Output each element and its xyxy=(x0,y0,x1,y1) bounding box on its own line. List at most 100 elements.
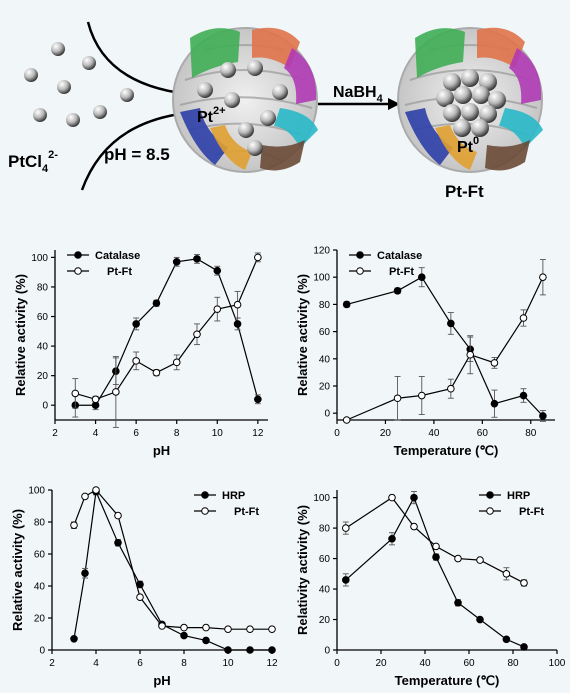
data-point-hrp xyxy=(268,646,276,654)
data-point-hrp xyxy=(502,635,511,644)
series-line-hrp xyxy=(345,496,525,648)
data-point-pt-ft xyxy=(466,350,475,359)
data-point-pt-ft xyxy=(70,521,78,530)
data-point-hrp xyxy=(520,643,528,651)
y-tick-label: 60 xyxy=(34,550,46,561)
data-point-catalase xyxy=(393,287,402,295)
data-point-pt-ft xyxy=(520,579,528,587)
data-point-pt-ft xyxy=(152,368,161,377)
y-tick-label: 0 xyxy=(42,401,48,412)
data-point-hrp xyxy=(202,636,210,645)
x-tick-label: 4 xyxy=(93,428,99,439)
data-point-hrp xyxy=(81,569,89,577)
y-tick-label: 80 xyxy=(34,518,46,529)
data-point-pt-ft xyxy=(342,524,350,532)
ph-condition-label: pH = 8.5 xyxy=(104,145,170,164)
data-point-pt-ft xyxy=(71,389,80,398)
product-label: Pt-Ft xyxy=(445,182,484,201)
data-point-catalase xyxy=(193,255,201,263)
x-tick-label: 80 xyxy=(507,658,519,669)
data-point-pt-ft xyxy=(432,542,440,551)
x-tick-label: 6 xyxy=(133,428,139,439)
x-tick-label: 0 xyxy=(334,428,340,439)
data-point-pt-ft xyxy=(447,384,455,393)
data-point-pt-ft xyxy=(224,625,232,633)
data-point-pt-ft xyxy=(254,253,262,262)
data-point-catalase xyxy=(490,399,499,408)
legend-marker xyxy=(486,491,494,499)
data-point-catalase xyxy=(417,273,426,282)
series-line-catalase xyxy=(75,258,259,406)
data-point-hrp xyxy=(342,576,350,584)
data-point-pt-ft xyxy=(246,625,254,633)
y-tick-label: 40 xyxy=(319,585,331,596)
data-point-pt-ft xyxy=(92,486,100,494)
series-pt-ft xyxy=(342,259,547,424)
data-point-hrp xyxy=(70,635,78,643)
pt-ion-label: Pt2+ xyxy=(197,105,226,126)
legend-label-catalase: Catalase xyxy=(377,250,422,262)
data-point-catalase xyxy=(213,266,222,275)
arrow-head xyxy=(388,98,400,110)
legend-label-hrp: HRP xyxy=(507,490,530,502)
x-tick-label: 2 xyxy=(52,428,58,439)
legend-label-pt-ft: Pt-Ft xyxy=(107,266,132,278)
data-point-catalase xyxy=(172,258,181,266)
data-point-pt-ft xyxy=(476,556,484,564)
data-point-hrp xyxy=(114,539,122,547)
data-point-catalase xyxy=(342,300,351,309)
x-tick-label: 10 xyxy=(222,658,234,669)
data-point-hrp xyxy=(454,598,462,607)
legend-marker xyxy=(74,267,82,275)
y-tick-label: 20 xyxy=(319,615,331,626)
data-point-pt-ft xyxy=(393,394,402,403)
data-point-pt-ft xyxy=(342,416,351,424)
reducing-agent-label: NaBH4 xyxy=(333,84,384,105)
hrp-temperature-chart: 0 20 40 60 80 100 0 20 40 60 80 100 Temperature (℃) R… xyxy=(295,490,566,688)
x-tick-label: 2 xyxy=(49,658,55,669)
y-tick-label: 100 xyxy=(313,493,330,504)
hrp-ph-chart: 2 4 6 8 10 12 0 20 40 60 80 100 pH Relative activity … xyxy=(10,486,278,689)
data-point-hrp xyxy=(246,646,254,654)
y-tick-label: 100 xyxy=(28,486,45,497)
series-line-catalase xyxy=(346,276,544,417)
x-axis-label: pH xyxy=(153,443,170,458)
x-tick-label: 10 xyxy=(212,428,224,439)
pt-nanocluster xyxy=(436,69,506,137)
x-tick-label: 100 xyxy=(549,658,566,669)
x-tick-label: 80 xyxy=(525,428,537,439)
y-tick-label: 60 xyxy=(37,312,49,323)
legend-label-pt-ft: Pt-Ft xyxy=(234,506,259,518)
catalase-ph-chart: 2 4 6 8 10 12 0 20 40 60 80 100 pH Relative activity … xyxy=(13,250,268,458)
legend-marker xyxy=(356,251,364,259)
data-point-pt-ft xyxy=(112,388,120,396)
data-point-hrp xyxy=(410,493,418,502)
y-tick-label: 20 xyxy=(34,614,46,625)
x-tick-label: 20 xyxy=(380,428,392,439)
x-tick-label: 8 xyxy=(181,658,187,669)
y-tick-label: 0 xyxy=(324,646,330,657)
data-point-pt-ft xyxy=(417,391,426,400)
y-tick-label: 20 xyxy=(319,382,331,393)
x-tick-label: 6 xyxy=(137,658,143,669)
data-point-catalase xyxy=(152,299,161,308)
data-point-hrp xyxy=(432,553,440,561)
legend-marker xyxy=(74,251,82,259)
x-axis-label: pH xyxy=(153,673,170,688)
series-pt-ft xyxy=(70,486,276,633)
data-point-pt-ft xyxy=(519,314,528,322)
synthesis-scheme: PtCl42- pH = 8.5 Pt2+ NaBH4 Pt0 Pt-Ft xyxy=(8,21,543,201)
data-point-catalase xyxy=(447,319,455,328)
pt0-label: Pt0 xyxy=(457,135,479,156)
data-point-pt-ft xyxy=(490,359,499,367)
data-point-catalase xyxy=(233,320,242,328)
series-catalase xyxy=(342,267,547,422)
y-tick-label: 20 xyxy=(37,371,49,382)
data-point-pt-ft xyxy=(91,395,100,404)
data-point-catalase xyxy=(132,320,140,328)
data-point-pt-ft xyxy=(268,625,276,633)
data-point-hrp xyxy=(224,646,232,654)
data-point-pt-ft xyxy=(158,622,166,630)
data-point-pt-ft xyxy=(180,623,188,632)
y-tick-label: 60 xyxy=(319,327,331,338)
